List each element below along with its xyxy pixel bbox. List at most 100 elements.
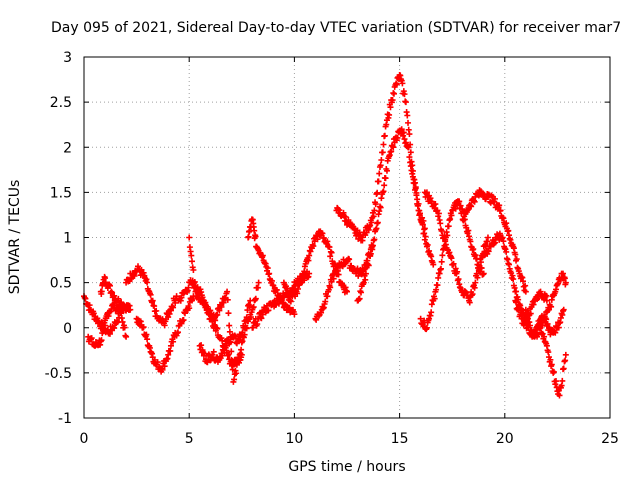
satellite-track-4-point	[170, 304, 177, 311]
x-tick-label: 5	[185, 431, 194, 447]
satellite-track-16-point	[477, 259, 484, 266]
x-tick-label: 20	[496, 431, 514, 447]
satellite-track-4-point	[151, 303, 158, 310]
satellite-track-1-point	[82, 295, 89, 302]
y-tick-label: -1	[58, 411, 72, 427]
satellite-track-13-point	[359, 237, 366, 244]
satellite-track-6-point	[185, 284, 192, 291]
satellite-track-12-point	[322, 298, 329, 305]
satellite-track-13-point	[402, 99, 409, 106]
satellite-track-10-point	[265, 307, 272, 314]
satellite-track-16-point	[476, 264, 483, 271]
satellite-track-15-point	[431, 295, 438, 302]
satellite-track-16-point	[452, 265, 459, 272]
satellite-track-17-point	[522, 288, 529, 295]
satellite-track-14-point	[365, 262, 372, 269]
satellite-track-16-point	[474, 274, 481, 281]
satellite-track-2-point	[119, 318, 126, 325]
satellite-track-21-point	[552, 329, 559, 336]
satellite-track-16-point	[471, 284, 478, 291]
satellite-track-17-point	[468, 203, 475, 210]
satellite-track-20-point	[560, 270, 567, 277]
satellite-track-3-point	[106, 282, 113, 289]
satellite-track-21-point	[522, 306, 529, 313]
satellite-track-19-point	[547, 356, 554, 363]
satellite-track-7-point	[228, 348, 235, 355]
satellite-track-14-point	[362, 276, 369, 283]
satellite-track-13-point	[390, 90, 397, 97]
satellite-track-21-point	[534, 329, 541, 336]
satellite-track-14-point	[406, 154, 413, 161]
satellite-track-5-point	[174, 329, 181, 336]
y-axis-label: SDTVAR / TECUs	[7, 180, 23, 295]
satellite-track-13-point	[401, 91, 408, 98]
satellite-track-14-point	[422, 233, 429, 240]
satellite-track-10-point	[273, 301, 280, 308]
satellite-track-14-point	[371, 236, 378, 243]
satellite-track-7-point	[216, 307, 223, 314]
satellite-track-15-point	[457, 202, 464, 209]
satellite-track-15-point	[438, 258, 445, 265]
satellite-track-19-point	[550, 368, 557, 375]
satellite-track-15-point	[480, 270, 487, 277]
y-tick-label: 2.5	[50, 95, 72, 111]
satellite-track-16-point	[472, 279, 479, 286]
satellite-track-16-point	[455, 276, 462, 283]
satellite-track-14-point	[415, 200, 422, 207]
satellite-track-13-point	[376, 170, 383, 177]
satellite-track-13-point	[407, 149, 414, 156]
satellite-track-19-point	[515, 307, 522, 314]
satellite-track-14-point	[394, 134, 401, 141]
satellite-track-13-point	[387, 104, 394, 111]
satellite-track-16-point	[434, 207, 441, 214]
satellite-track-5-point	[170, 338, 177, 345]
x-tick-label: 0	[80, 431, 89, 447]
satellite-track-7-point	[224, 296, 231, 303]
satellite-track-9-point	[252, 233, 259, 240]
satellite-track-4-point	[153, 307, 160, 314]
satellite-track-8-point	[243, 314, 250, 321]
satellite-track-14-point	[382, 175, 389, 182]
satellite-track-16-point	[484, 234, 491, 241]
satellite-track-9-point	[264, 265, 271, 272]
satellite-track-13-point	[399, 80, 406, 87]
satellite-track-14-point	[400, 129, 407, 136]
satellite-track-14-point	[367, 252, 374, 259]
satellite-track-14-point	[374, 219, 381, 226]
satellite-track-14-point	[373, 225, 380, 232]
y-tick-label: 1.5	[50, 185, 72, 201]
satellite-track-4-point	[173, 293, 180, 300]
satellite-track-13-point	[393, 81, 400, 88]
satellite-track-3-point	[115, 295, 122, 302]
x-axis-label: GPS time / hours	[288, 459, 405, 475]
satellite-track-15-point	[467, 238, 474, 245]
satellite-track-9-point	[291, 311, 298, 318]
satellite-track-11-point	[287, 298, 294, 305]
satellite-track-18-point	[500, 238, 507, 245]
satellite-track-5-point	[159, 366, 166, 373]
y-tick-label: 0.5	[50, 276, 72, 292]
satellite-track-13-point	[375, 178, 382, 185]
satellite-track-15-point	[423, 324, 430, 331]
satellite-track-8-point	[235, 336, 242, 343]
satellite-track-18-point	[513, 288, 520, 295]
satellite-track-8-point	[242, 322, 249, 329]
x-axis-ticks: 0 5 10 15 20 25	[80, 57, 619, 447]
satellite-track-4-point	[144, 279, 151, 286]
satellite-track-16-point	[441, 232, 448, 239]
satellite-track-1-point	[90, 310, 97, 317]
satellite-track-21-point	[524, 310, 531, 317]
satellite-track-10-point	[306, 270, 313, 277]
satellite-track-17-point	[496, 202, 503, 209]
satellite-track-2-point	[118, 309, 125, 316]
satellite-track-10-point	[254, 321, 261, 328]
satellite-track-7-point	[190, 267, 197, 274]
satellite-track-11-point	[324, 238, 331, 245]
satellite-track-13-point	[404, 112, 411, 119]
satellite-track-20-point	[548, 303, 555, 310]
satellite-track-15-point	[465, 227, 472, 234]
satellite-track-2-point	[98, 337, 105, 344]
satellite-track-14-point	[412, 185, 419, 192]
satellite-track-14-point	[416, 210, 423, 217]
